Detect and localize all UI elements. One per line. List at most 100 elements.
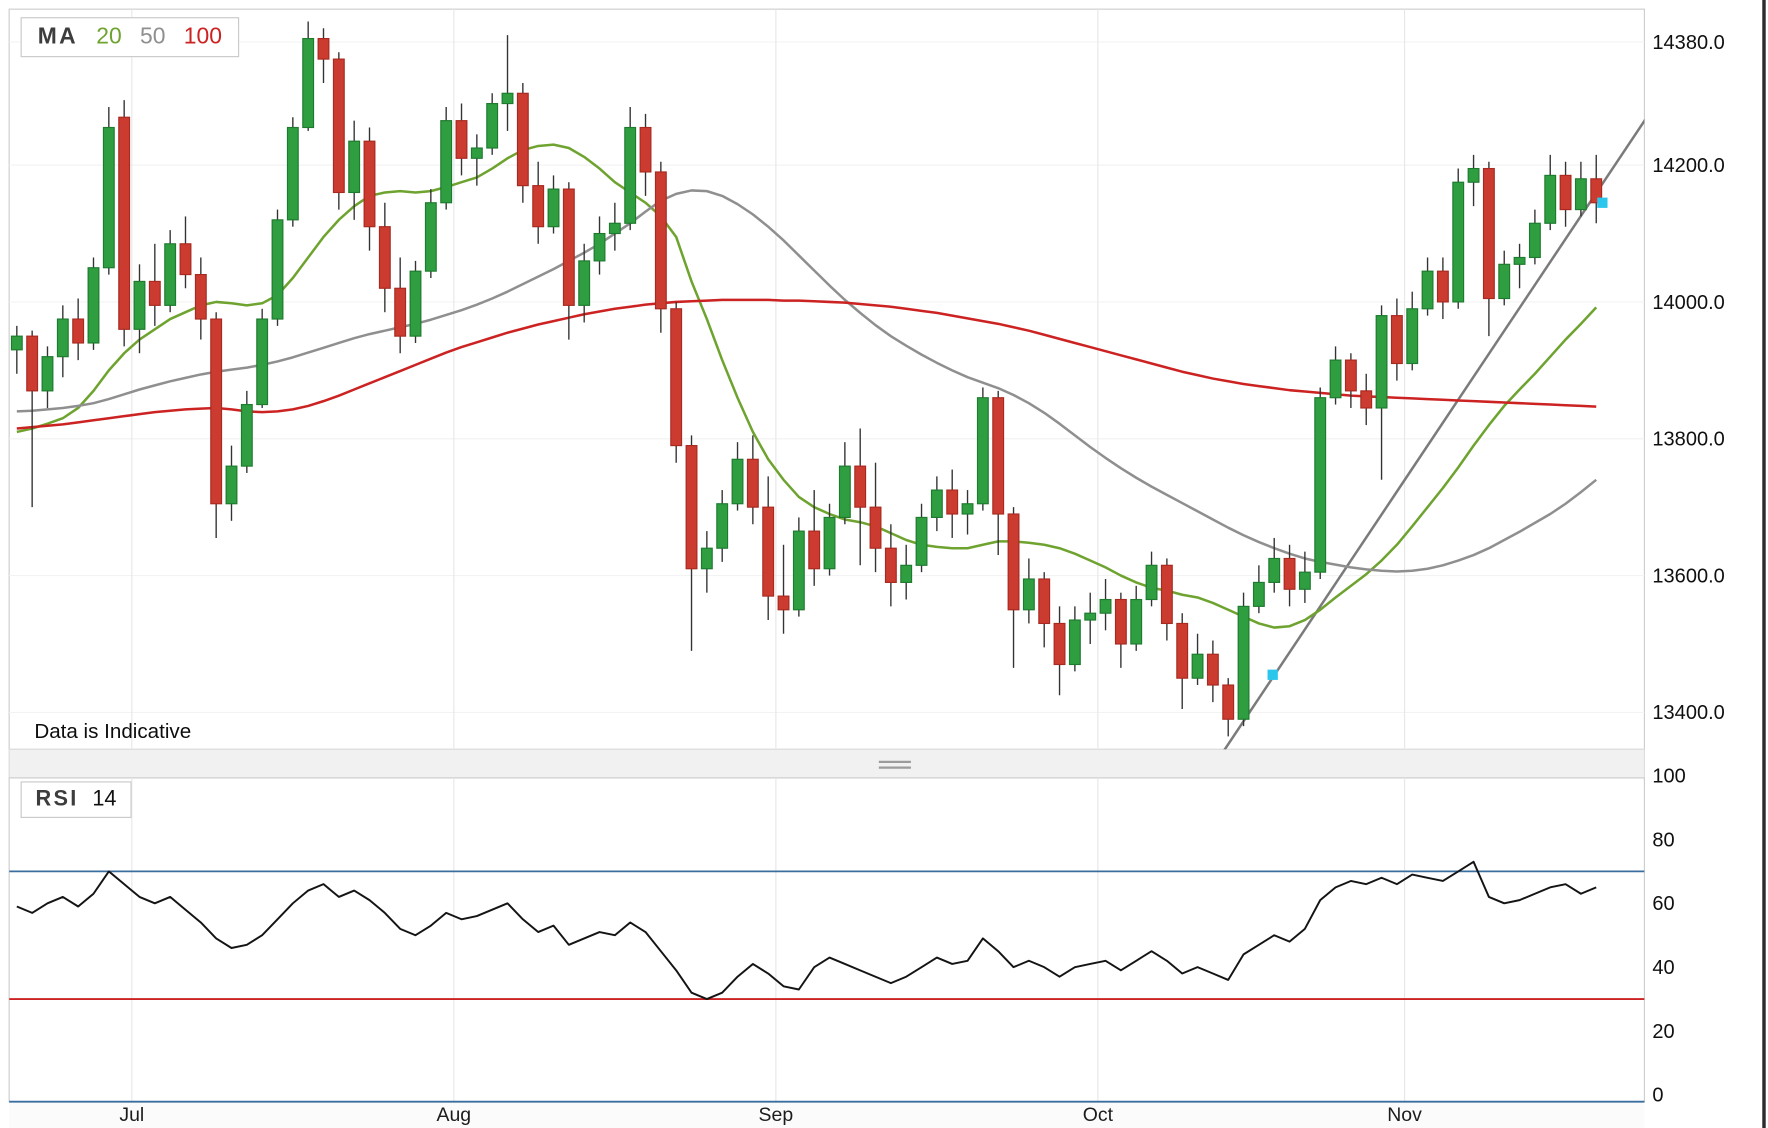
candle[interactable] bbox=[1176, 613, 1189, 709]
candle[interactable] bbox=[1421, 257, 1434, 316]
candle[interactable] bbox=[1130, 585, 1143, 651]
candle[interactable] bbox=[1053, 606, 1066, 696]
candle[interactable] bbox=[1467, 154, 1480, 207]
candle[interactable] bbox=[915, 503, 928, 573]
rsi-pane-background[interactable] bbox=[8, 777, 1645, 1103]
candle[interactable] bbox=[547, 175, 560, 234]
candle[interactable] bbox=[164, 230, 177, 313]
candle[interactable] bbox=[1160, 558, 1173, 641]
candle[interactable] bbox=[225, 445, 238, 521]
candle[interactable] bbox=[1314, 387, 1327, 579]
candle[interactable] bbox=[394, 257, 407, 354]
candle[interactable] bbox=[639, 113, 652, 196]
candle[interactable] bbox=[808, 490, 821, 586]
candle[interactable] bbox=[654, 161, 667, 333]
candle[interactable] bbox=[746, 435, 759, 525]
candle[interactable] bbox=[302, 21, 315, 131]
candle[interactable] bbox=[148, 243, 161, 326]
candle[interactable] bbox=[869, 462, 882, 573]
signal-marker[interactable] bbox=[1597, 197, 1608, 208]
candle[interactable] bbox=[41, 346, 54, 408]
candle[interactable] bbox=[501, 35, 514, 131]
ma-legend[interactable]: MA 20 50 100 bbox=[20, 17, 240, 58]
candle[interactable] bbox=[348, 120, 361, 220]
candle[interactable] bbox=[762, 476, 775, 621]
rsi-legend[interactable]: RSI 14 bbox=[20, 781, 132, 818]
candle[interactable] bbox=[1590, 154, 1603, 224]
candle[interactable] bbox=[1022, 558, 1035, 624]
candle[interactable] bbox=[532, 161, 545, 244]
candle[interactable] bbox=[1452, 168, 1465, 309]
candle[interactable] bbox=[700, 531, 713, 593]
candle[interactable] bbox=[884, 524, 897, 607]
candle[interactable] bbox=[424, 189, 437, 278]
candle[interactable] bbox=[1390, 298, 1403, 381]
candle[interactable] bbox=[271, 209, 284, 326]
candle[interactable] bbox=[1268, 537, 1281, 593]
candle[interactable] bbox=[133, 264, 146, 354]
divider-drag-handle[interactable] bbox=[878, 760, 911, 769]
candle[interactable] bbox=[670, 301, 683, 463]
candle[interactable] bbox=[1068, 606, 1081, 672]
candle[interactable] bbox=[317, 28, 330, 84]
trendline[interactable] bbox=[1222, 117, 1647, 753]
candle[interactable] bbox=[409, 260, 422, 343]
candle[interactable] bbox=[378, 202, 391, 313]
candle[interactable] bbox=[486, 93, 499, 155]
candle[interactable] bbox=[363, 127, 376, 251]
candle[interactable] bbox=[56, 305, 69, 378]
candle[interactable] bbox=[1574, 161, 1587, 217]
candle[interactable] bbox=[823, 503, 836, 576]
candle[interactable] bbox=[1528, 209, 1541, 265]
candle[interactable] bbox=[1406, 291, 1419, 371]
candle[interactable] bbox=[87, 257, 100, 350]
price-pane-background[interactable] bbox=[8, 8, 1645, 750]
pane-divider[interactable] bbox=[8, 748, 1645, 779]
candle[interactable] bbox=[470, 134, 483, 186]
candle[interactable] bbox=[72, 298, 85, 361]
candle[interactable] bbox=[1191, 633, 1204, 686]
candle[interactable] bbox=[10, 325, 23, 374]
candle[interactable] bbox=[1544, 154, 1557, 231]
candle[interactable] bbox=[900, 544, 913, 600]
candle[interactable] bbox=[562, 182, 575, 340]
candle[interactable] bbox=[1252, 565, 1265, 614]
candle[interactable] bbox=[118, 100, 131, 347]
candle[interactable] bbox=[1007, 507, 1020, 668]
candle[interactable] bbox=[1513, 243, 1526, 289]
candle[interactable] bbox=[1114, 592, 1127, 668]
candle[interactable] bbox=[976, 387, 989, 511]
candle[interactable] bbox=[731, 442, 744, 511]
candle[interactable] bbox=[1084, 592, 1097, 644]
candle[interactable] bbox=[1038, 572, 1051, 648]
candle[interactable] bbox=[1222, 678, 1235, 737]
candle[interactable] bbox=[1559, 161, 1572, 227]
candle[interactable] bbox=[256, 308, 269, 408]
candle[interactable] bbox=[1498, 250, 1511, 306]
candle[interactable] bbox=[608, 202, 621, 251]
candle[interactable] bbox=[210, 312, 223, 538]
candle[interactable] bbox=[685, 435, 698, 651]
candle[interactable] bbox=[102, 106, 115, 275]
candle[interactable] bbox=[992, 390, 1005, 556]
candle[interactable] bbox=[1145, 551, 1158, 607]
candle[interactable] bbox=[26, 330, 39, 508]
candle[interactable] bbox=[777, 544, 790, 634]
candle[interactable] bbox=[854, 428, 867, 566]
candle[interactable] bbox=[240, 390, 253, 473]
candle[interactable] bbox=[1344, 353, 1357, 408]
candle[interactable] bbox=[332, 52, 345, 210]
candle[interactable] bbox=[1206, 640, 1219, 703]
candle[interactable] bbox=[286, 117, 299, 227]
candle[interactable] bbox=[1360, 373, 1373, 426]
candle[interactable] bbox=[624, 106, 637, 231]
candle[interactable] bbox=[194, 257, 207, 340]
candle[interactable] bbox=[1329, 346, 1342, 405]
candle[interactable] bbox=[961, 490, 974, 535]
candle[interactable] bbox=[838, 442, 851, 525]
candle[interactable] bbox=[792, 517, 805, 617]
candle[interactable] bbox=[1375, 305, 1388, 480]
candle[interactable] bbox=[1283, 544, 1296, 607]
candle[interactable] bbox=[578, 243, 591, 323]
